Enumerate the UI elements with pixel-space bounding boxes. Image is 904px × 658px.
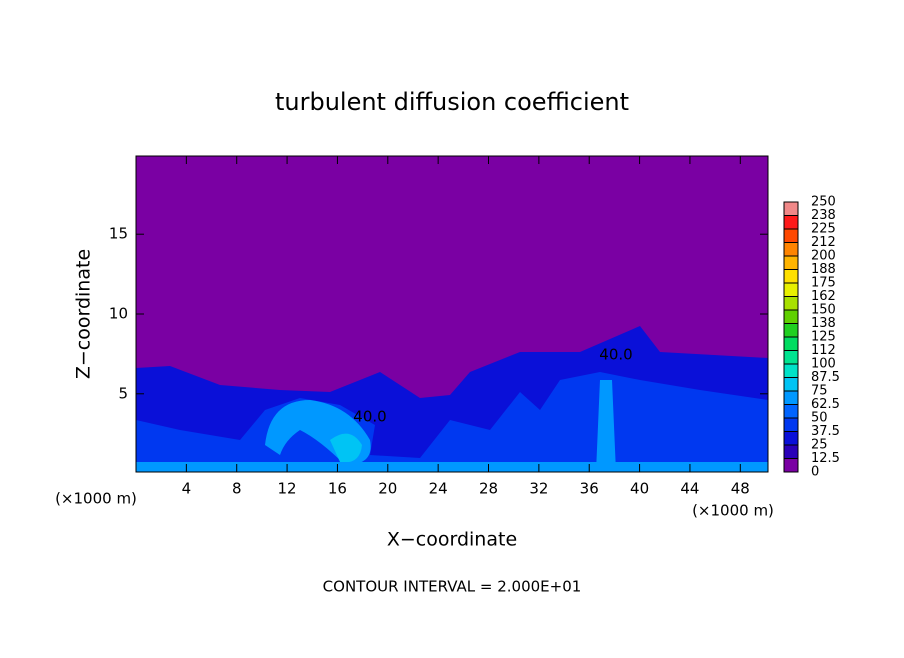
colorbar-bin	[784, 445, 798, 459]
colorbar-label: 0	[811, 465, 819, 480]
colorbar-label: 138	[811, 316, 836, 331]
colorbar-bin	[784, 256, 798, 270]
footer: CONTOUR INTERVAL = 2.000E+01	[323, 578, 582, 596]
colorbar-label: 212	[811, 235, 836, 250]
colorbar-bin	[784, 350, 798, 364]
chart-title: turbulent diffusion coefficient	[275, 88, 629, 116]
colorbar-label: 37.5	[811, 424, 840, 439]
colorbar-bin	[784, 377, 798, 391]
colorbar-label: 12.5	[811, 451, 840, 466]
colorbar-label: 238	[811, 208, 836, 223]
y-tick-label: 15	[109, 225, 128, 243]
colorbar-bin	[784, 310, 798, 324]
x-tick-label: 40	[630, 480, 649, 498]
colorbar-label: 175	[811, 276, 836, 291]
colorbar-label: 50	[811, 411, 828, 426]
colorbar-label: 162	[811, 289, 836, 304]
colorbar-bin	[784, 323, 798, 337]
colorbar-bin	[784, 404, 798, 418]
x-tick-label: 12	[278, 480, 297, 498]
colorbar-bin	[784, 229, 798, 243]
x-tick-label: 28	[479, 480, 498, 498]
field	[136, 156, 768, 472]
colorbar-label: 87.5	[811, 370, 840, 385]
colorbar-label: 112	[811, 343, 836, 358]
x-axis-label: X−coordinate	[387, 529, 517, 551]
colorbar-bin	[784, 431, 798, 445]
x-tick-label: 8	[232, 480, 242, 498]
x-tick-label: 16	[328, 480, 347, 498]
colorbar-label: 188	[811, 262, 836, 277]
colorbar-label: 125	[811, 330, 836, 345]
colorbar-bin	[784, 364, 798, 378]
colorbar-bin	[784, 283, 798, 297]
y-axis-label: Z−coordinate	[73, 249, 95, 379]
colorbar-bin	[784, 215, 798, 229]
y-unit: (×1000 m)	[692, 502, 774, 520]
x-tick-label: 4	[182, 480, 192, 498]
x-tick-label: 32	[529, 480, 548, 498]
colorbar-label: 225	[811, 222, 836, 237]
contour-label: 40.0	[599, 346, 632, 364]
x-tick-label: 44	[680, 480, 699, 498]
colorbar-bin	[784, 391, 798, 405]
x-tick-label: 48	[731, 480, 750, 498]
colorbar-label: 100	[811, 357, 836, 372]
colorbar-bin	[784, 202, 798, 216]
x-tick-label: 24	[429, 480, 448, 498]
y-tick-label: 5	[118, 384, 128, 402]
colorbar-bin	[784, 418, 798, 432]
colorbar-bin	[784, 337, 798, 351]
colorbar-label: 200	[811, 249, 836, 264]
contour-label: 40.0	[353, 408, 386, 426]
colorbar-label: 75	[811, 384, 828, 399]
colorbar-bin	[784, 242, 798, 256]
colorbar-label: 250	[811, 195, 836, 210]
colorbar-label: 62.5	[811, 397, 840, 412]
x-tick-label: 20	[378, 480, 397, 498]
colorbar-bin	[784, 458, 798, 472]
colorbar-bin	[784, 269, 798, 283]
x-unit: (×1000 m)	[55, 490, 137, 508]
colorbar-label: 25	[811, 438, 828, 453]
x-tick-label: 36	[580, 480, 599, 498]
y-tick-label: 10	[109, 305, 128, 323]
colorbar-label: 150	[811, 303, 836, 318]
colorbar: 012.52537.55062.57587.510011212513815016…	[783, 195, 840, 480]
colorbar-bin	[784, 296, 798, 310]
